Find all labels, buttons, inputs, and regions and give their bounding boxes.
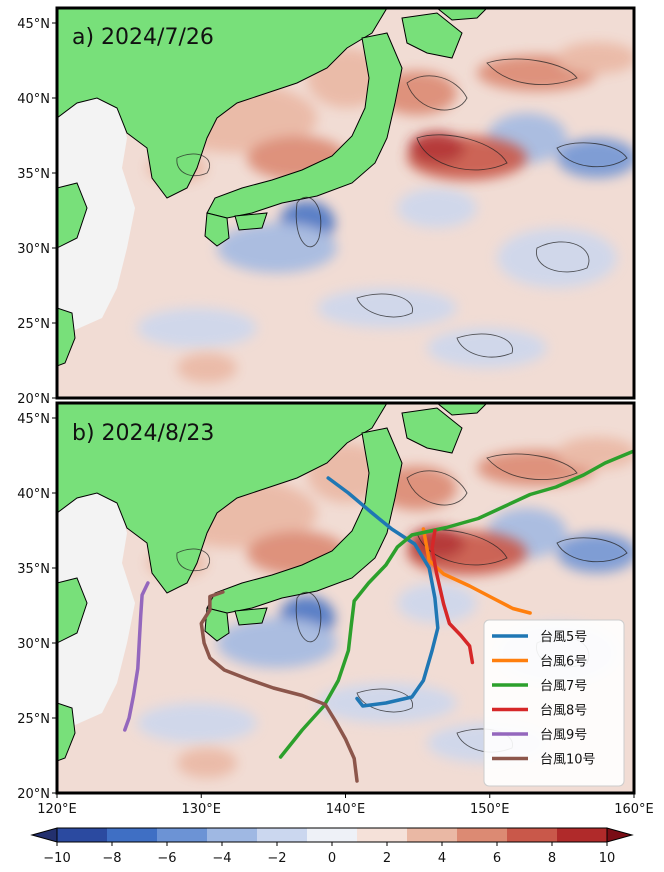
colorbar-tick-label: 6 [493, 851, 501, 866]
colorbar: −10 −8 −6 −4 −2 0 2 4 6 8 10 [30, 827, 634, 866]
lat-a-tick-label: 40°N [17, 92, 50, 107]
lon-tick-label: 130°E [181, 802, 221, 817]
colorbar-tick-label: −10 [43, 851, 70, 866]
typhoon-track-line [199, 590, 359, 783]
lat-b-tick-label: 25°N [17, 712, 50, 727]
colorbar-tick-label: 4 [438, 851, 446, 866]
colorbar-segment [557, 828, 608, 842]
typhoon-track-line [326, 476, 440, 708]
colorbar-extend-min [30, 827, 58, 843]
lat-ticks-b: 45°N 40°N 35°N 30°N 25°N 20°N [17, 412, 57, 802]
colorbar-segment [207, 828, 258, 842]
colorbar-segment [307, 828, 358, 842]
typhoon-track-line [421, 527, 532, 615]
lat-a-tick-label: 20°N [17, 392, 50, 407]
colorbar-tick-label: 2 [383, 851, 391, 866]
typhoon-tracks [123, 449, 634, 783]
lon-tick-label: 120°E [37, 802, 77, 817]
lon-tick-label: 150°E [470, 802, 510, 817]
colorbar-tick-label: 0 [328, 851, 336, 866]
typhoon-track-line [123, 581, 150, 732]
lat-b-tick-label: 35°N [17, 562, 50, 577]
panel-b: b) 2024/8/23 45°N 40°N 35°N 30°N 25°N 20°N 12… [17, 401, 654, 817]
lat-a-tick-label: 45°N [17, 17, 50, 32]
colorbar-tick-label: 10 [599, 851, 616, 866]
colorbar-segment [107, 828, 158, 842]
panel-a-title: a) 2024/7/26 [72, 25, 214, 50]
lat-b-tick-label: 45°N [17, 412, 50, 427]
legend-label: 台風5号 [540, 630, 587, 645]
colorbar-segment [57, 828, 108, 842]
colorbar-segment [257, 828, 308, 842]
panel-a: a) 2024/7/26 45°N 40°N 35°N 30°N 25°N 20°N [17, 6, 636, 407]
lat-a-tick-label: 25°N [17, 317, 50, 332]
colorbar-tick-label: −8 [102, 851, 121, 866]
lat-b-tick-label: 40°N [17, 487, 50, 502]
lat-a-tick-label: 35°N [17, 167, 50, 182]
panel-b-title: b) 2024/8/23 [72, 421, 214, 446]
colorbar-segment [357, 828, 408, 842]
lat-b-tick-label: 30°N [17, 637, 50, 652]
lat-ticks-a: 45°N 40°N 35°N 30°N 25°N 20°N [17, 17, 57, 407]
legend-label: 台風9号 [540, 728, 587, 743]
colorbar-tick-label: −2 [267, 851, 286, 866]
colorbar-tick-label: −4 [212, 851, 231, 866]
typhoon-track-line [278, 449, 634, 759]
colorbar-segment [457, 828, 508, 842]
colorbar-segment [157, 828, 208, 842]
legend-label: 台風7号 [540, 679, 587, 694]
legend-label: 台風6号 [540, 655, 587, 670]
colorbar-extend-max [606, 827, 634, 843]
typhoon-track-line [430, 528, 475, 665]
legend-label: 台風8号 [540, 704, 587, 719]
lat-b-tick-label: 20°N [17, 787, 50, 802]
colorbar-tick-label: 8 [548, 851, 556, 866]
lon-tick-label: 140°E [326, 802, 366, 817]
lon-ticks: 120°E 130°E 140°E 150°E 160°E [37, 793, 654, 817]
legend-label: 台風10号 [540, 753, 596, 768]
lat-a-tick-label: 30°N [17, 242, 50, 257]
lon-tick-label: 160°E [614, 802, 654, 817]
colorbar-segment [407, 828, 458, 842]
colorbar-segment [507, 828, 558, 842]
colorbar-tick-label: −6 [157, 851, 176, 866]
